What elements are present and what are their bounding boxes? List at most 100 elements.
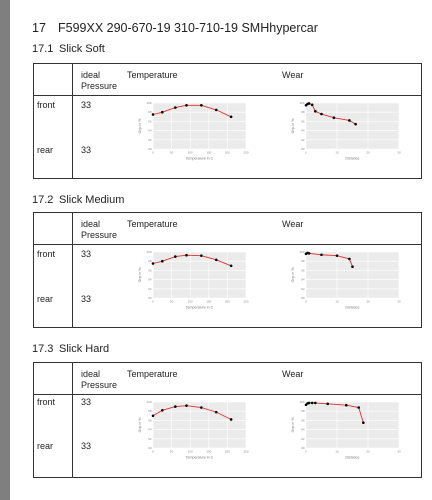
data-point — [326, 403, 329, 406]
data-point — [320, 253, 323, 256]
rear-pressure-value: 33 — [81, 145, 91, 156]
x-tick-label: 10 — [335, 450, 339, 454]
subsection-heading: 17.2 Slick Medium — [32, 194, 124, 206]
x-axis-label: Temperature in C — [186, 306, 214, 310]
y-axis-label: Grip in % — [138, 267, 142, 283]
data-point — [230, 265, 233, 268]
header-pressure-line1: ideal — [81, 369, 100, 380]
subsection-title: Slick Hard — [59, 343, 109, 355]
data-point — [174, 106, 177, 109]
header-wear: Wear — [282, 70, 303, 81]
data-point — [345, 404, 348, 407]
tire-table: ideal Pressure Temperature Wear front 33… — [33, 63, 422, 179]
temperature-grip-chart: 0 50 100 150 200 250 90 92 94 96 98 100 Temperature … — [137, 400, 249, 460]
y-tick-label: 98 — [148, 259, 152, 263]
data-point — [354, 123, 357, 126]
x-tick-label: 10 — [335, 300, 339, 304]
x-axis-label: Distance — [346, 456, 360, 460]
x-tick-label: 10 — [335, 151, 339, 155]
subsection-heading: 17.3 Slick Hard — [32, 343, 109, 355]
wear-grip-chart: 0 10 20 30 90 92 94 96 98 100 Distance Grip in % — [290, 400, 402, 460]
temperature-grip-chart: 0 50 100 150 200 250 90 92 94 96 98 100 Temperature … — [137, 250, 249, 310]
plot-background — [306, 252, 399, 298]
y-tick-label: 94 — [148, 129, 152, 133]
y-tick-label: 100 — [146, 250, 151, 254]
x-tick-label: 30 — [397, 300, 401, 304]
y-tick-label: 90 — [148, 296, 152, 300]
x-tick-label: 0 — [305, 450, 307, 454]
column-divider — [72, 213, 73, 327]
header-temperature: Temperature — [127, 219, 178, 230]
section-title: F599XX 290-670-19 310-710-19 SMHhypercar — [58, 21, 318, 35]
section-heading: 17 F599XX 290-670-19 310-710-19 SMHhyperc… — [32, 21, 318, 35]
y-tick-label: 96 — [148, 418, 152, 422]
data-point — [185, 104, 188, 107]
x-tick-label: 0 — [152, 450, 154, 454]
x-tick-label: 150 — [206, 450, 211, 454]
front-pressure-value: 33 — [81, 100, 91, 111]
data-point — [320, 113, 323, 116]
row-label-rear: rear — [37, 441, 53, 452]
x-tick-label: 200 — [225, 151, 230, 155]
header-wear: Wear — [282, 369, 303, 380]
subsection-title: Slick Medium — [59, 194, 124, 206]
rear-pressure-value: 33 — [81, 294, 91, 305]
subsection-number: 17.3 — [32, 343, 59, 355]
y-tick-label: 90 — [301, 296, 305, 300]
tire-table: ideal Pressure Temperature Wear front 33… — [33, 362, 422, 478]
wear-grip-chart: 0 10 20 30 90 92 94 96 98 100 Distance Grip in % — [290, 101, 402, 161]
y-tick-label: 100 — [299, 101, 304, 105]
plot-background — [153, 103, 246, 149]
data-point — [215, 411, 218, 414]
y-tick-label: 94 — [301, 278, 305, 282]
temperature-grip-chart: 0 50 100 150 200 250 90 92 94 96 98 100 Temperature … — [137, 101, 249, 161]
data-point — [161, 111, 164, 114]
subsection-title: Slick Soft — [59, 43, 105, 55]
y-tick-label: 90 — [301, 446, 305, 450]
chart-svg: 0 50 100 150 200 250 90 92 94 96 98 100 Temperature … — [137, 250, 249, 310]
data-point — [230, 418, 233, 421]
row-label-rear: rear — [37, 145, 53, 156]
data-point — [200, 254, 203, 257]
x-tick-label: 150 — [206, 300, 211, 304]
header-pressure-line1: ideal — [81, 219, 100, 230]
chart-svg: 0 50 100 150 200 250 90 92 94 96 98 100 Temperature … — [137, 101, 249, 161]
data-point — [308, 402, 311, 405]
plot-background — [306, 402, 399, 448]
x-axis-label: Distance — [346, 306, 360, 310]
data-point — [185, 404, 188, 407]
data-point — [230, 116, 233, 119]
column-divider — [72, 363, 73, 477]
data-point — [308, 102, 311, 105]
left-gutter — [0, 0, 10, 500]
data-point — [311, 104, 314, 107]
y-tick-label: 96 — [301, 418, 305, 422]
data-point — [152, 113, 155, 116]
header-temperature: Temperature — [127, 70, 178, 81]
y-tick-label: 100 — [299, 400, 304, 404]
x-tick-label: 0 — [305, 300, 307, 304]
data-point — [152, 262, 155, 265]
x-tick-label: 0 — [305, 151, 307, 155]
data-point — [152, 415, 155, 418]
y-tick-label: 96 — [301, 268, 305, 272]
data-point — [348, 258, 351, 261]
data-point — [348, 119, 351, 122]
data-point — [357, 406, 360, 409]
y-tick-label: 94 — [301, 428, 305, 432]
y-axis-label: Grip in % — [138, 417, 142, 433]
y-axis-label: Grip in % — [291, 267, 295, 283]
data-point — [215, 259, 218, 262]
y-tick-label: 100 — [146, 400, 151, 404]
y-tick-label: 92 — [301, 437, 305, 441]
data-point — [314, 110, 317, 113]
x-tick-label: 250 — [243, 151, 248, 155]
x-tick-label: 50 — [170, 450, 174, 454]
y-tick-label: 98 — [301, 110, 305, 114]
header-wear: Wear — [282, 219, 303, 230]
subsection-number: 17.1 — [32, 43, 59, 55]
header-pressure-line1: ideal — [81, 70, 100, 81]
x-tick-label: 200 — [225, 300, 230, 304]
data-point — [314, 402, 317, 405]
tire-table: ideal Pressure Temperature Wear front 33… — [33, 212, 422, 328]
